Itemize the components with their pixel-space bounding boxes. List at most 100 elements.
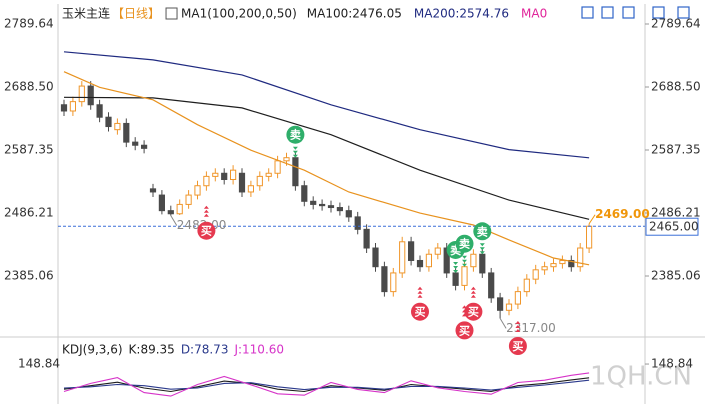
- y-tick-label-right: 2587.35: [651, 143, 701, 157]
- signal-badge: [197, 221, 216, 240]
- y-tick-label-right: 2486.21: [651, 206, 701, 220]
- candle-body: [425, 253, 432, 268]
- kdj-legend-label: J:110.60: [233, 343, 284, 357]
- candle-body: [310, 200, 317, 205]
- signal-label: 卖: [290, 128, 301, 142]
- toolbar-button[interactable]: [677, 6, 690, 19]
- signal-badge: [455, 234, 474, 253]
- candle-body: [336, 207, 343, 212]
- signal-label: 买: [512, 340, 523, 353]
- candle-body: [408, 241, 415, 261]
- candle-body: [230, 169, 237, 181]
- candle-body: [149, 188, 157, 193]
- extreme-label: 2469.00: [595, 207, 650, 221]
- candle-body: [212, 172, 219, 177]
- signal-arrow: [470, 294, 476, 298]
- signal-arrow: [515, 321, 521, 324]
- candle-body: [247, 185, 255, 193]
- candle-body: [514, 291, 521, 305]
- signal-label: 买: [468, 306, 479, 319]
- last-price-box: [645, 217, 699, 236]
- candle-body: [541, 266, 548, 271]
- signal-arrow: [515, 325, 521, 328]
- signal-arrow: [417, 290, 423, 294]
- legend-icon: [165, 7, 178, 20]
- candle-body: [158, 194, 166, 212]
- signal-arrow: [462, 255, 467, 259]
- candle-body: [452, 272, 459, 286]
- signal-arrow: [292, 154, 298, 158]
- kdj-legend-label: K:89.35: [129, 343, 175, 357]
- candle-body: [416, 259, 424, 268]
- candle-body: [399, 241, 406, 274]
- signal-arrow: [453, 261, 459, 265]
- kdj-legend-label: D:78.73: [181, 343, 229, 357]
- candle-body: [532, 269, 539, 280]
- legend-label: MA100:2476.05: [307, 7, 402, 21]
- signal-arrow: [417, 286, 423, 290]
- candle-body: [443, 247, 450, 274]
- signal-label: 卖: [450, 243, 461, 257]
- toolbar-button[interactable]: [601, 6, 614, 19]
- kdj-legend-label: KDJ(9,3,6): [62, 343, 123, 357]
- signal-arrow: [462, 259, 467, 263]
- signal-label: 买: [201, 225, 212, 238]
- legend-label: MA0: [521, 7, 547, 21]
- kdj-tick-label-right: 148.84: [651, 357, 693, 371]
- y-tick-label: 2486.21: [4, 206, 54, 220]
- candle-body: [372, 247, 379, 268]
- legend-label: MA200:2574.76: [414, 7, 509, 21]
- legend-label: 【日线】: [112, 7, 160, 21]
- signal-arrow: [479, 251, 485, 255]
- candle-body: [301, 185, 308, 202]
- legend-label: MA1(100,200,0,50): [181, 7, 297, 21]
- signal-arrow: [292, 150, 298, 154]
- candle-body: [176, 203, 183, 215]
- toolbar-button[interactable]: [622, 6, 635, 19]
- watermark: 1QH.CN: [590, 362, 692, 392]
- kdj-line: [63, 377, 590, 393]
- extreme-marker: [499, 318, 507, 329]
- candle-body: [105, 116, 112, 128]
- signal-arrow: [515, 329, 521, 332]
- candle-body: [381, 266, 388, 293]
- signal-arrow: [470, 286, 476, 290]
- y-tick-label-right: 2688.50: [651, 80, 701, 94]
- signal-badge: [455, 321, 474, 340]
- candle-body: [479, 253, 486, 274]
- candle-body: [87, 85, 94, 106]
- toolbar-button[interactable]: [581, 6, 594, 19]
- candle-body: [327, 205, 335, 209]
- signal-arrow: [417, 294, 423, 298]
- candle-body: [221, 172, 228, 181]
- y-tick-label: 2789.64: [4, 17, 54, 31]
- y-tick-label-right: 2789.64: [651, 17, 701, 31]
- candle-body: [203, 175, 210, 187]
- candle-body: [132, 141, 139, 146]
- candle-body: [345, 210, 352, 218]
- candle-body: [114, 122, 121, 131]
- signal-arrow: [479, 243, 485, 247]
- candle-body: [274, 160, 281, 174]
- signal-arrow: [479, 247, 485, 251]
- candle-body: [69, 101, 77, 112]
- candle-body: [185, 194, 192, 205]
- candle-body: [354, 216, 361, 230]
- signal-arrow: [453, 265, 459, 269]
- candle-body: [96, 104, 103, 118]
- signal-badge: [286, 125, 305, 144]
- candle-body: [488, 272, 495, 299]
- extreme-marker: [170, 215, 178, 226]
- signal-arrow: [292, 146, 298, 150]
- signal-badge: [508, 337, 527, 355]
- candle-body: [461, 266, 468, 286]
- kdj-tick-label: 148.84: [18, 357, 60, 371]
- ma-line: [63, 51, 590, 159]
- toolbar-button[interactable]: [652, 6, 665, 19]
- candle-body: [319, 203, 326, 207]
- signal-arrow: [453, 269, 459, 273]
- signal-label: 买: [459, 324, 470, 337]
- candle-body: [550, 263, 557, 268]
